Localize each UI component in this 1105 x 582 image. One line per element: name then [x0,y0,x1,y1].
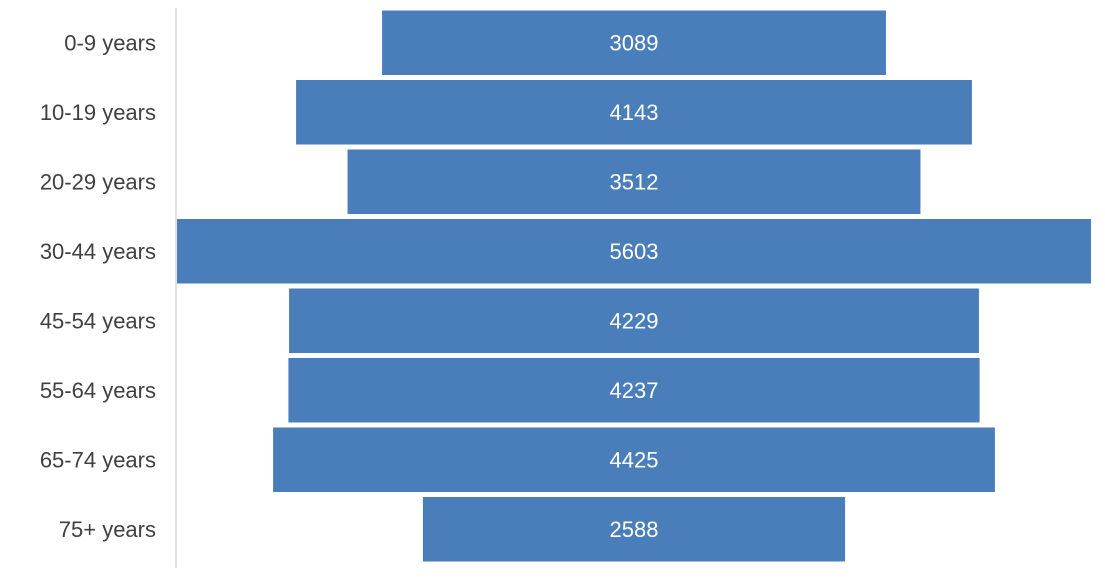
bar-value-label-2: 3512 [610,169,659,194]
bar-value-label-0: 3089 [610,30,659,55]
category-label-5: 55-64 years [40,378,156,403]
bar-value-label-4: 4229 [610,308,659,333]
bar-value-label-3: 5603 [610,239,659,264]
bar-value-label-5: 4237 [610,378,659,403]
category-label-1: 10-19 years [40,100,156,125]
category-label-6: 65-74 years [40,447,156,472]
category-label-0: 0-9 years [64,30,156,55]
bar-4 [289,288,979,353]
category-label-4: 45-54 years [40,308,156,333]
category-label-7: 75+ years [59,517,156,542]
bars-group: 3089 4143 3512 5603 4229 4237 4425 2588 [177,10,1091,562]
category-labels-group: 0-9 years 10-19 years 20-29 years 30-44 yea… [40,30,156,542]
bar-5 [288,358,980,423]
bar-7 [422,497,846,562]
bar-6 [273,427,995,492]
bar-3 [177,219,1091,284]
bar-value-label-7: 2588 [610,517,659,542]
category-label-2: 20-29 years [40,169,156,194]
bar-2 [347,149,921,214]
bar-value-label-6: 4425 [610,447,659,472]
category-label-3: 30-44 years [40,239,156,264]
bar-0 [382,10,886,75]
bar-value-label-1: 4143 [610,100,659,125]
bar-1 [296,80,972,145]
